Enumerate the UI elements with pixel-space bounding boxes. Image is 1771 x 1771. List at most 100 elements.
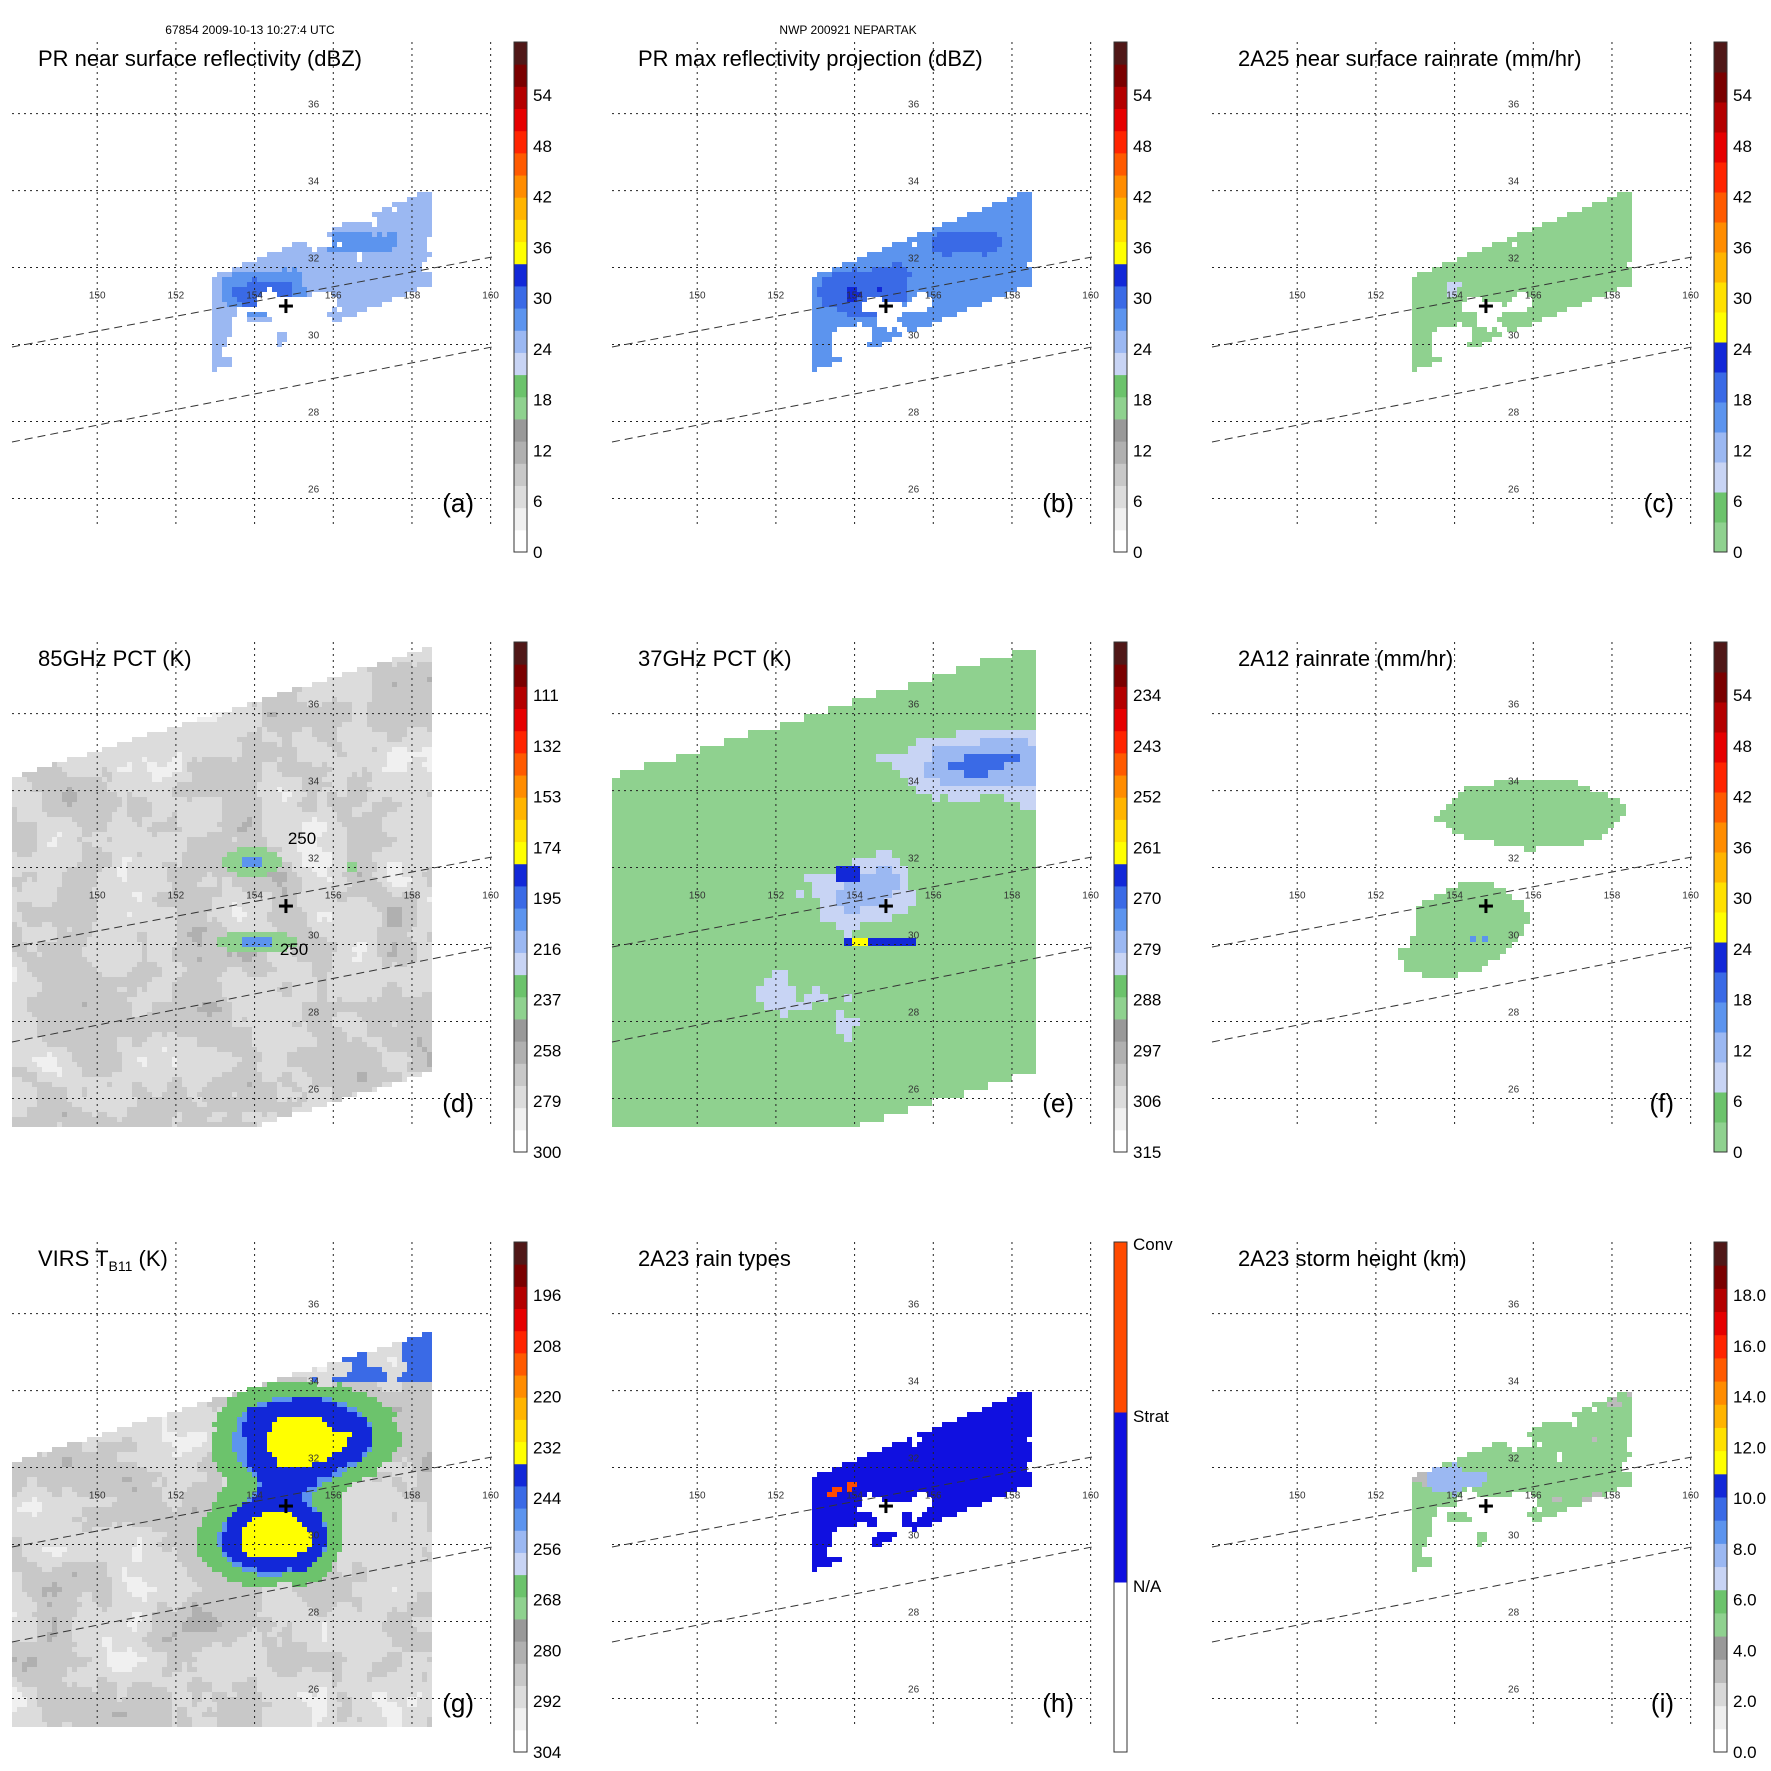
field-cell xyxy=(1532,1492,1592,1497)
field-cell xyxy=(192,1507,197,1512)
field-cell xyxy=(812,986,820,994)
field-cell xyxy=(27,777,102,782)
colorbar-tick-label: 196 xyxy=(533,1286,561,1305)
field-cell xyxy=(137,1652,167,1657)
field-cell xyxy=(57,837,77,842)
field-cell xyxy=(207,1452,212,1457)
field-cell xyxy=(342,1667,372,1672)
field-cell xyxy=(397,982,432,987)
field-cell xyxy=(222,987,277,992)
field-cell xyxy=(1597,1407,1632,1412)
lon-tick-label: 152 xyxy=(768,290,785,301)
field-cell xyxy=(172,1122,177,1127)
field-cell xyxy=(282,1637,292,1642)
field-cell xyxy=(192,927,207,932)
field-cell xyxy=(177,812,222,817)
colorbar-segment xyxy=(1114,775,1127,798)
field-cell xyxy=(207,1432,212,1437)
field-cell xyxy=(12,882,22,887)
field-cell xyxy=(172,1117,182,1122)
field-cell xyxy=(302,1667,312,1672)
field-cell xyxy=(172,1712,177,1717)
field-cell xyxy=(312,967,332,972)
field-cell xyxy=(917,1432,1032,1437)
field-cell xyxy=(182,827,222,832)
field-cell xyxy=(908,906,1036,914)
field-cell xyxy=(177,1447,192,1452)
field-cell xyxy=(67,787,72,792)
colorbar-segment xyxy=(1714,702,1727,733)
field-cell xyxy=(77,1612,132,1617)
field-cell xyxy=(357,872,362,877)
colorbar-segment xyxy=(514,1508,527,1531)
field-cell xyxy=(282,882,302,887)
field-cell xyxy=(77,822,107,827)
field-cell xyxy=(127,807,152,812)
field-cell xyxy=(62,1112,67,1117)
field-cell xyxy=(92,892,132,897)
colorbar-segment xyxy=(1114,1041,1127,1064)
field-cell xyxy=(402,907,417,912)
colorbar-segment xyxy=(1114,42,1127,65)
field-cell xyxy=(317,737,337,742)
field-cell xyxy=(112,1072,222,1077)
field-cell xyxy=(212,1697,262,1702)
field-cell xyxy=(147,767,182,772)
field-cell xyxy=(72,1622,127,1627)
field-cell xyxy=(1412,307,1462,312)
field-cell xyxy=(142,1597,147,1602)
field-cell xyxy=(382,882,392,887)
field-cell xyxy=(1482,1482,1632,1487)
field-cell xyxy=(27,967,97,972)
field-cell xyxy=(217,1412,242,1417)
field-cell xyxy=(262,827,302,832)
field-cell xyxy=(222,292,232,297)
field-cell xyxy=(1482,247,1632,252)
field-cell xyxy=(1412,327,1437,332)
field-cell xyxy=(1412,1552,1422,1557)
field-cell xyxy=(417,1702,432,1707)
field-cell xyxy=(12,812,17,817)
field-cell xyxy=(1592,1402,1607,1407)
field-cell xyxy=(12,822,37,827)
colorbar-segment xyxy=(1714,1566,1727,1591)
field-cell xyxy=(152,807,222,812)
field-cell xyxy=(77,1607,102,1612)
field-cell xyxy=(327,772,352,777)
field-cell xyxy=(812,327,837,332)
field-cell xyxy=(137,937,147,942)
field-cell xyxy=(132,762,147,767)
field-cell xyxy=(52,837,57,842)
field-cell xyxy=(402,737,432,742)
lat-tick-label: 28 xyxy=(908,1608,920,1619)
field-cell xyxy=(422,747,432,752)
colorbar-segment xyxy=(514,1129,527,1153)
field-cell xyxy=(217,917,237,922)
field-cell xyxy=(27,922,42,927)
colorbar-tick-label: 36 xyxy=(1133,238,1152,257)
field-cell xyxy=(92,832,152,837)
field-cell xyxy=(202,1557,227,1562)
field-cell xyxy=(857,267,872,272)
field-cell xyxy=(302,272,432,277)
lat-tick-label: 28 xyxy=(308,1008,320,1019)
field-cell xyxy=(282,267,287,272)
field-cell xyxy=(302,907,377,912)
field-cell xyxy=(342,1537,432,1542)
field-cell xyxy=(212,1447,232,1452)
field-cell xyxy=(42,982,147,987)
field-cell xyxy=(857,1522,867,1527)
field-cell xyxy=(612,986,756,994)
colorbar-segment xyxy=(1714,372,1727,403)
field-cell xyxy=(242,957,252,962)
field-cell xyxy=(97,877,122,882)
field-cell xyxy=(12,1652,77,1657)
field-cell xyxy=(137,1662,167,1667)
field-cell xyxy=(217,882,222,887)
field-cell xyxy=(932,746,1036,754)
field-cell xyxy=(1447,287,1457,292)
field-cell xyxy=(117,1457,202,1462)
field-cell xyxy=(112,1712,127,1717)
field-cell xyxy=(337,752,347,757)
field-cell xyxy=(1607,197,1632,202)
